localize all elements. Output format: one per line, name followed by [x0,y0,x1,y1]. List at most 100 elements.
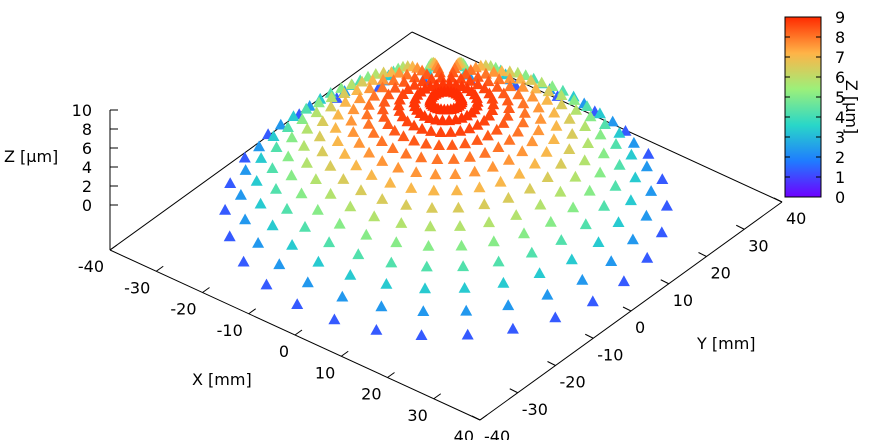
data-point [420,260,433,272]
data-point [417,305,430,316]
data-point [252,237,265,248]
data-point [563,143,576,154]
data-point [368,210,381,222]
data-point [555,98,568,110]
data-point [313,130,326,142]
data-point [481,129,494,141]
data-point [363,82,376,94]
data-point [523,182,536,194]
data-point [377,66,390,78]
data-point [382,118,395,129]
data-point [526,135,539,147]
data-point [525,74,537,85]
x-tick-mark [387,372,395,378]
data-point [504,80,517,92]
data-point [361,108,374,120]
data-point [581,100,593,111]
data-point [392,99,405,111]
data-point [250,175,263,186]
data-point [592,236,605,247]
data-point [296,113,309,124]
data-point [337,173,350,184]
data-point [613,158,626,170]
data-point [328,313,341,325]
data-point [239,213,252,225]
colorbar-label: Z [µm] [842,80,861,134]
data-point [479,146,491,158]
data-point [422,240,435,251]
data-point [548,106,561,118]
data-point [640,209,653,221]
data-point [286,239,299,250]
data-point [613,127,626,138]
x-tick-label: 30 [407,406,427,425]
data-point [510,209,523,220]
data-point [645,185,658,196]
data-point [490,123,503,135]
data-point [576,273,589,285]
data-point [331,135,344,146]
data-point [617,275,630,287]
data-point [549,311,562,323]
data-point [478,82,491,94]
data-point [370,324,383,335]
data-point [593,107,606,119]
data-point [612,216,625,227]
data-point [408,119,421,131]
data-point [434,126,447,137]
data-point [300,102,313,114]
data-point [656,173,669,184]
x-tick-label: -10 [217,321,243,340]
data-point [471,78,484,90]
data-point [487,98,500,110]
data-point [416,75,429,87]
data-point [312,255,325,267]
data-point [255,152,268,163]
x-tick-label: -20 [170,300,196,319]
data-point [426,202,438,213]
x-tick-mark [155,265,164,272]
data-point [565,253,578,265]
data-point [281,202,293,214]
y-tick-label: 0 [635,318,645,337]
cb-tick-label: 0 [835,188,845,207]
data-points [219,56,673,340]
data-point [287,110,300,121]
data-point [459,137,472,149]
data-point [563,112,576,124]
data-point [503,65,516,77]
data-point [260,278,273,290]
data-point [463,150,476,162]
data-point [503,134,516,145]
y-tick-mark [622,306,632,312]
data-point [514,72,527,84]
data-point [597,147,610,159]
data-point [408,78,421,90]
data-point [298,139,310,151]
data-point [473,181,486,193]
data-point [459,67,472,79]
y-tick-label: -10 [597,345,623,364]
cb-tick-label: 2 [835,148,845,167]
z-axis-label: Z [µm] [4,147,58,166]
data-point [408,134,421,146]
data-point [429,168,442,180]
data-point [415,329,428,340]
data-point [606,115,619,127]
data-point [526,90,539,102]
data-point [468,165,481,177]
data-point [376,103,389,115]
data-point [325,100,337,112]
data-point [495,65,508,76]
data-point [478,198,491,210]
data-point [378,95,391,107]
data-point [329,122,342,133]
data-point [274,118,287,130]
data-point [579,218,592,230]
data-point [660,199,673,211]
data-point [384,176,397,188]
data-point [501,94,514,106]
y-tick-mark [585,333,594,339]
data-point [511,125,524,137]
data-point [420,137,433,149]
